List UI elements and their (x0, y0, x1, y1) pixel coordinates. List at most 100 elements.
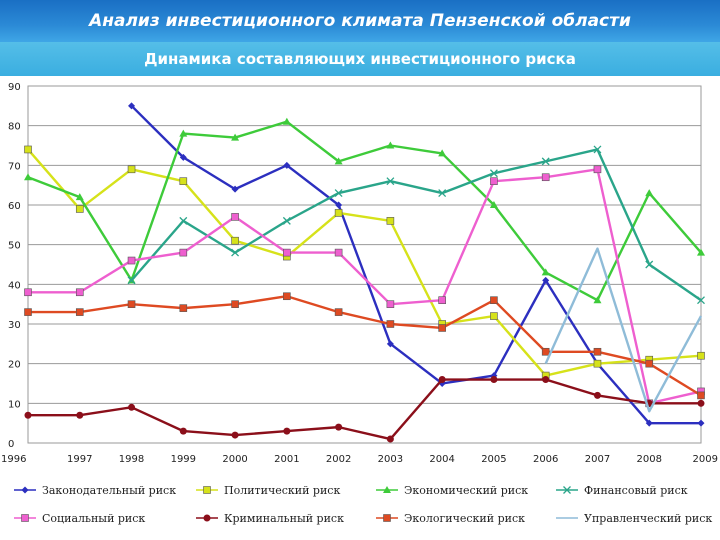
series-4-point (282, 216, 291, 225)
series-1-point (697, 419, 705, 427)
series-3-point (24, 173, 32, 181)
series-3-point (438, 149, 447, 157)
legend-item: Социальный риск (14, 508, 145, 528)
series-8-point (544, 362, 546, 364)
series-7-point (334, 308, 343, 316)
series-1-point (645, 419, 653, 427)
header-bar (0, 0, 720, 42)
series-8 (544, 247, 703, 413)
y-tick-label: 40 (8, 280, 21, 291)
series-5-point (541, 173, 550, 182)
series-group (24, 102, 705, 443)
series-1-point (231, 185, 239, 193)
series-6-point (593, 391, 601, 399)
series-5-point (179, 248, 188, 257)
series-3-point (697, 248, 705, 256)
series-3-point (282, 117, 291, 125)
y-axis: 0 10 20 30 40 50 60 70 80 90 (8, 82, 21, 450)
x-tick-label: 1997 (67, 454, 92, 465)
legend-item: Финансовый риск (556, 480, 688, 500)
legend-swatch (196, 514, 218, 522)
legend-label: Экономический риск (404, 483, 529, 497)
y-tick-label: 20 (8, 360, 21, 371)
series-2-point (334, 209, 343, 217)
x-tick-label: 2009 (693, 454, 718, 465)
series-2-line (27, 148, 702, 377)
series-3-point (541, 268, 550, 276)
series-6-point (24, 411, 32, 419)
series-6-point (697, 399, 705, 407)
series-4-point (489, 169, 498, 178)
series-7-point (697, 391, 705, 400)
series-5-point (438, 296, 446, 304)
series-3-point (645, 189, 654, 197)
x-tick-label: 2006 (533, 454, 558, 465)
series-8-line (544, 247, 703, 413)
series-3-point (593, 296, 602, 304)
legend-item: Законодательный риск (14, 480, 176, 500)
y-tick-label: 10 (8, 399, 21, 410)
legend-swatch-marker (21, 514, 29, 522)
series-2-point (490, 312, 498, 320)
y-tick-label: 90 (8, 82, 21, 93)
series-6-point (128, 403, 136, 411)
series-3-point (386, 141, 395, 149)
series-1-point (335, 201, 343, 209)
x-tick-label: 2002 (326, 454, 351, 465)
legend-item: Политический риск (196, 480, 340, 500)
legend-item: Экологический риск (376, 508, 525, 528)
series-8-point (596, 247, 598, 249)
x-tick-label: 2008 (637, 454, 662, 465)
x-tick-label: 1998 (119, 454, 144, 465)
series-5-point (593, 165, 602, 174)
legend-label: Законодательный риск (42, 483, 177, 497)
series-3-point (75, 193, 84, 201)
series-2 (24, 145, 705, 380)
gridlines (28, 85, 701, 404)
series-4-point (386, 177, 395, 186)
series-2-point (386, 217, 395, 225)
series-3-point (231, 133, 240, 141)
series-4-point (231, 248, 240, 257)
legend-label: Социальный риск (42, 511, 146, 525)
legend: Законодательный риск Политический риск Эко… (0, 480, 720, 540)
legend-swatch-marker (563, 486, 571, 494)
series-7-point (179, 304, 188, 312)
subtitle-bar (0, 42, 720, 76)
series-4-point (541, 157, 550, 166)
series-6-point (490, 376, 498, 384)
series-3-point (489, 201, 498, 208)
series-6 (24, 376, 705, 443)
series-2-point (75, 205, 84, 213)
y-tick-label: 70 (8, 161, 21, 172)
series-5-point (75, 288, 84, 297)
x-tick-label: 2001 (274, 454, 299, 465)
series-5-point (490, 177, 498, 185)
legend-swatch-marker (383, 486, 391, 493)
series-5-point (386, 300, 395, 308)
legend-label: Финансовый риск (584, 483, 688, 497)
series-1-point (179, 153, 187, 161)
series-6-point (542, 376, 550, 384)
series-6-point (231, 431, 239, 439)
x-tick-label: 2007 (585, 454, 610, 465)
x-tick-label: 1999 (171, 454, 196, 465)
series-6-point (283, 427, 291, 435)
series-7-point (231, 300, 239, 308)
y-tick-label: 80 (8, 122, 21, 133)
series-3-point (334, 157, 343, 165)
series-3 (24, 117, 705, 304)
series-4-point (127, 276, 136, 285)
series-6-point (76, 411, 84, 419)
series-6-point (335, 423, 343, 431)
y-tick-label: 30 (8, 320, 21, 331)
series-3-point (179, 129, 188, 137)
series-4-point (697, 296, 705, 305)
series-5-point (231, 213, 239, 221)
legend-swatch-marker (203, 486, 211, 494)
series-5-point (334, 248, 343, 257)
legend-swatch-marker (203, 514, 211, 522)
series-7-point (438, 324, 446, 332)
legend-swatch (14, 514, 36, 522)
